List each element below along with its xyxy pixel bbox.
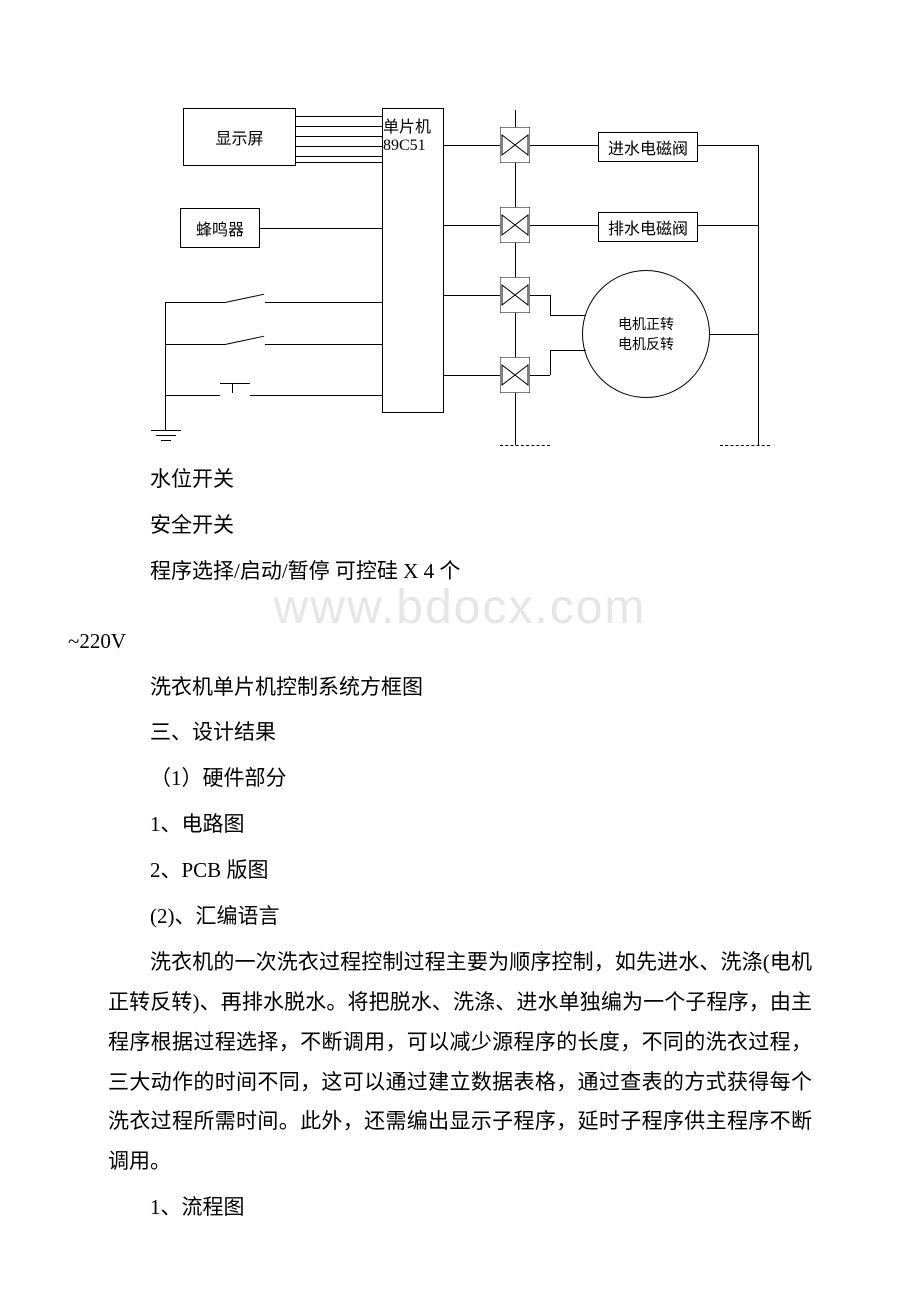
connector-line [710, 334, 758, 335]
connector-line [698, 225, 758, 226]
block-diagram: 显示屏 蜂鸣器 单片机 89C51 进水电磁阀 排水电磁阀 电机正转 电机反转 [0, 0, 920, 460]
display-block: 显示屏 [183, 108, 296, 166]
bus-line [296, 116, 382, 117]
connector-line [550, 350, 586, 351]
bus-line [296, 146, 382, 147]
hardware-part-heading: （1）硬件部分 [108, 759, 812, 799]
voltage-label: ~220V [68, 622, 812, 662]
connector-line [515, 163, 516, 207]
connector-line [444, 375, 500, 376]
switch-segment [165, 302, 225, 303]
assembly-part-heading: (2)、汇编语言 [108, 897, 812, 937]
bus-line [296, 156, 382, 157]
motor-block: 电机正转 电机反转 [582, 270, 710, 398]
inlet-valve-block: 进水电磁阀 [598, 132, 698, 162]
connector-line [515, 110, 516, 127]
program-select-label: 程序选择/启动/暂停 可控硅 X 4 个 [108, 552, 812, 592]
ground-icon [151, 430, 181, 448]
safety-switch-label: 安全开关 [108, 506, 812, 546]
triac-icon [500, 277, 530, 313]
switch-contact [225, 294, 264, 303]
connector-line [444, 225, 500, 226]
outlet-valve-label: 排水电磁阀 [608, 215, 688, 239]
mcu-block: 单片机 89C51 [382, 108, 444, 413]
connector-line [758, 145, 759, 445]
triac-icon [500, 127, 530, 163]
switch-segment [250, 395, 382, 396]
connector-line [444, 145, 500, 146]
connector-line [550, 315, 586, 316]
connector-line [530, 145, 598, 146]
bus-line [296, 126, 382, 127]
connector-line [515, 313, 516, 357]
inlet-valve-label: 进水电磁阀 [608, 135, 688, 159]
buzzer-label: 蜂鸣器 [196, 216, 244, 240]
triac-icon [500, 357, 530, 393]
spacer [108, 598, 812, 616]
mcu-label-2: 89C51 [383, 137, 426, 155]
connector-line [260, 228, 382, 229]
mcu-label-1: 单片机 [383, 113, 431, 137]
switch-segment [165, 344, 225, 345]
body-paragraph: 洗衣机的一次洗衣过程控制过程主要为顺序控制，如先进水、洗涤(电机正转反转)、再排… [108, 943, 812, 1182]
bus-line [296, 162, 382, 163]
connector-line [550, 295, 551, 315]
connector-line [165, 302, 166, 430]
buzzer-block: 蜂鸣器 [180, 208, 260, 248]
text-content: 水位开关 安全开关 程序选择/启动/暂停 可控硅 X 4 个 ~220V 洗衣机… [0, 460, 920, 1228]
connector-line [444, 295, 500, 296]
motor-fwd-label: 电机正转 [618, 314, 674, 334]
switch-segment [265, 302, 382, 303]
switch-segment [165, 395, 220, 396]
flowchart-item: 1、流程图 [108, 1188, 812, 1228]
connector-line [515, 393, 516, 445]
motor-rev-label: 电机反转 [618, 334, 674, 354]
water-switch-label: 水位开关 [108, 460, 812, 500]
circuit-item: 1、电路图 [108, 805, 812, 845]
display-label: 显示屏 [215, 125, 263, 149]
connector-line [530, 225, 598, 226]
triac-icon [500, 207, 530, 243]
switch-segment [265, 344, 382, 345]
switch-contact [225, 336, 264, 345]
bus-line [296, 136, 382, 137]
connector-line [550, 350, 551, 375]
section-3-heading: 三、设计结果 [108, 713, 812, 753]
connector-line [698, 145, 758, 146]
pcb-item: 2、PCB 版图 [108, 851, 812, 891]
diagram-caption: 洗衣机单片机控制系统方框图 [108, 668, 812, 708]
connector-line [530, 375, 550, 376]
pushbutton-icon [220, 383, 250, 401]
outlet-valve-block: 排水电磁阀 [598, 212, 698, 242]
connector-line [515, 243, 516, 277]
dash-line [720, 445, 770, 446]
dash-line [500, 445, 550, 446]
connector-line [530, 295, 550, 296]
